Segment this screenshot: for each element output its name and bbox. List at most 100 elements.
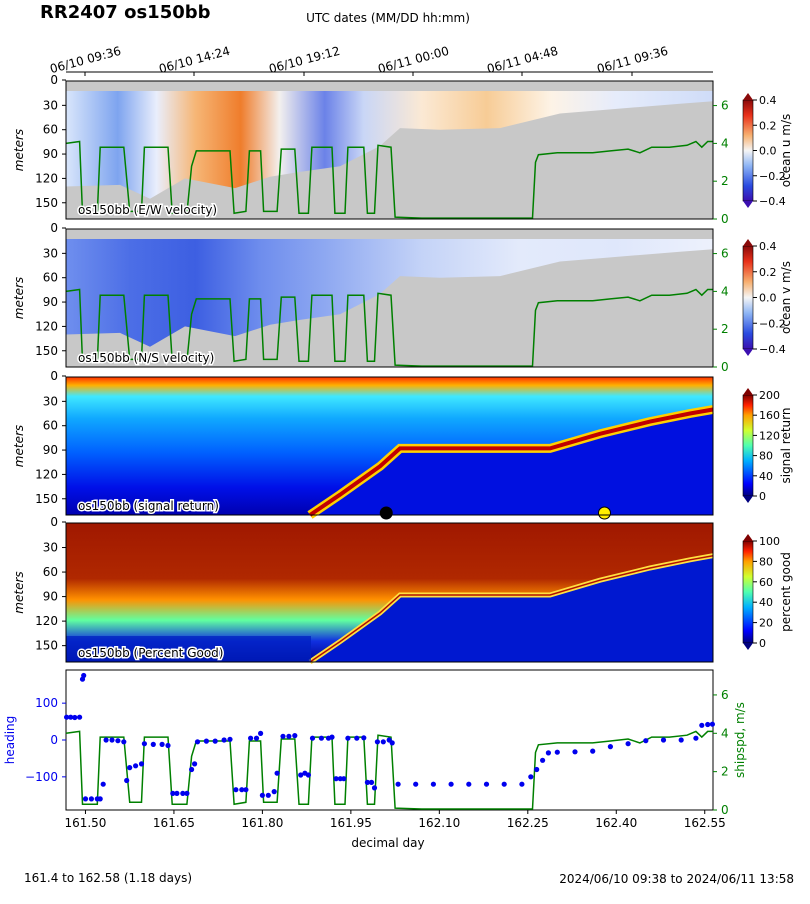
- heading-point: [572, 749, 578, 755]
- heading-point: [180, 790, 186, 797]
- colorbar-extend-bottom: [743, 643, 753, 650]
- heading-point: [274, 770, 280, 776]
- colorbar-extend-top: [743, 388, 753, 395]
- y-tick-label: 120: [35, 467, 58, 481]
- panel-label: os150bb (N/S velocity): [78, 351, 214, 365]
- colorbar-tick-label: 80: [759, 555, 773, 568]
- speed-tick-label: 0: [721, 803, 729, 817]
- heading-point: [318, 735, 324, 741]
- heading-point: [368, 779, 375, 786]
- y-tick-label: 0: [50, 73, 58, 87]
- y-tick-label: 0: [50, 221, 58, 235]
- x-tick-label: 162.55: [684, 816, 726, 830]
- heading-point: [64, 714, 70, 720]
- colorbar-tick-label: 80: [759, 450, 773, 463]
- heading-point: [660, 737, 667, 743]
- y-tick-label: 150: [35, 344, 58, 358]
- plot-frame: [65, 228, 714, 368]
- y-axis-label: meters: [12, 425, 26, 467]
- colorbar-label: ocean u m/s: [779, 114, 793, 188]
- colorbar-tick-label: −0.2: [759, 317, 786, 330]
- heading-point: [109, 737, 115, 743]
- heading-point: [212, 738, 218, 744]
- x-tick-label: 162.25: [507, 816, 549, 830]
- heading-point: [364, 779, 370, 786]
- heading-point: [253, 735, 260, 741]
- speed-tick-label: 6: [721, 688, 729, 702]
- heading-point: [298, 772, 304, 778]
- colorbar-tick-label: 0: [759, 490, 766, 503]
- heading-point: [286, 733, 292, 739]
- heading-point: [699, 722, 705, 728]
- colorbar-tick-label: 0.4: [759, 94, 777, 107]
- speed-tick-label: 4: [721, 726, 729, 740]
- heading-point: [115, 738, 121, 744]
- colorbar-extend-top: [743, 239, 753, 246]
- panel-label: os150bb (Percent Good): [78, 646, 223, 660]
- heading-point: [174, 790, 180, 797]
- colorbar-tick-label: −0.4: [759, 195, 786, 208]
- heading-point: [103, 737, 109, 743]
- heading-point: [150, 741, 156, 748]
- colorbar-extend-top: [743, 534, 753, 541]
- heading-point: [121, 739, 127, 745]
- speed-tick-label: 6: [721, 247, 729, 261]
- y-tick-label: 60: [43, 271, 58, 285]
- heading-point: [170, 790, 176, 797]
- top-tick-label: 06/11 09:36: [595, 44, 669, 76]
- heading-point: [82, 796, 89, 802]
- y-tick-label: 150: [35, 196, 58, 210]
- low-percent-good-region: [310, 555, 713, 662]
- panel-label-halo: os150bb (Percent Good): [78, 646, 223, 660]
- heading-point: [678, 737, 684, 743]
- heading-point: [643, 738, 649, 744]
- heading-point: [705, 721, 711, 728]
- speed-tick-label: 2: [721, 174, 729, 188]
- y-tick-label: 60: [43, 419, 58, 433]
- y-tick-label: 60: [43, 565, 58, 579]
- heading-point: [709, 721, 716, 727]
- top-tick-label: 06/10 14:24: [157, 44, 231, 76]
- colorbar-label: ocean v m/s: [779, 261, 793, 334]
- y-tick-label: 90: [43, 147, 58, 161]
- heading-point: [361, 735, 367, 741]
- heading-tick-label: 100: [35, 696, 58, 710]
- panel-label: os150bb (signal return): [78, 499, 219, 513]
- speed-tick-label: 4: [721, 136, 729, 150]
- colorbar-tick-label: 40: [759, 596, 773, 609]
- heading-point: [341, 776, 347, 782]
- colorbar-tick-label: 0.0: [759, 145, 777, 158]
- heading-point: [354, 735, 360, 741]
- heading-tick-label: 0: [50, 733, 58, 747]
- speed-tick-label: 2: [721, 322, 729, 336]
- y-tick-label: 30: [43, 246, 58, 260]
- top-tick-label: 06/10 09:36: [48, 44, 122, 76]
- heading-point: [133, 763, 139, 769]
- heading-point: [248, 735, 254, 741]
- heading-point: [77, 714, 83, 720]
- colorbar-tick-label: 0: [759, 637, 766, 650]
- y-tick-label: 150: [35, 639, 58, 653]
- heading-point: [501, 781, 507, 787]
- heading-point: [590, 748, 596, 754]
- ship-speed-line: [65, 288, 713, 367]
- heading-point: [165, 742, 171, 749]
- y-tick-label: 0: [50, 369, 58, 383]
- ship-speed-line: [65, 140, 713, 219]
- heading-point: [280, 733, 286, 739]
- heading-point: [184, 790, 190, 797]
- heading-point: [625, 741, 631, 747]
- y-tick-label: 90: [43, 295, 58, 309]
- heading-point: [607, 744, 614, 750]
- panel-heading: 100 0 −100 heading 0 2 4 6 shipspd, m/s 161.50 161…: [3, 669, 747, 850]
- panel-pg: 0 30 60 90 120 150 meters os150bb (Percent Good…: [12, 515, 793, 665]
- surface-mask: [66, 229, 713, 239]
- heading-point: [333, 776, 339, 782]
- top-tick-label: 06/10 19:12: [267, 44, 341, 76]
- y-tick-label: 0: [50, 515, 58, 529]
- panel-label-halo: os150bb (N/S velocity): [78, 351, 214, 365]
- heading-point: [305, 772, 311, 778]
- colorbar-tick-label: 60: [759, 576, 773, 589]
